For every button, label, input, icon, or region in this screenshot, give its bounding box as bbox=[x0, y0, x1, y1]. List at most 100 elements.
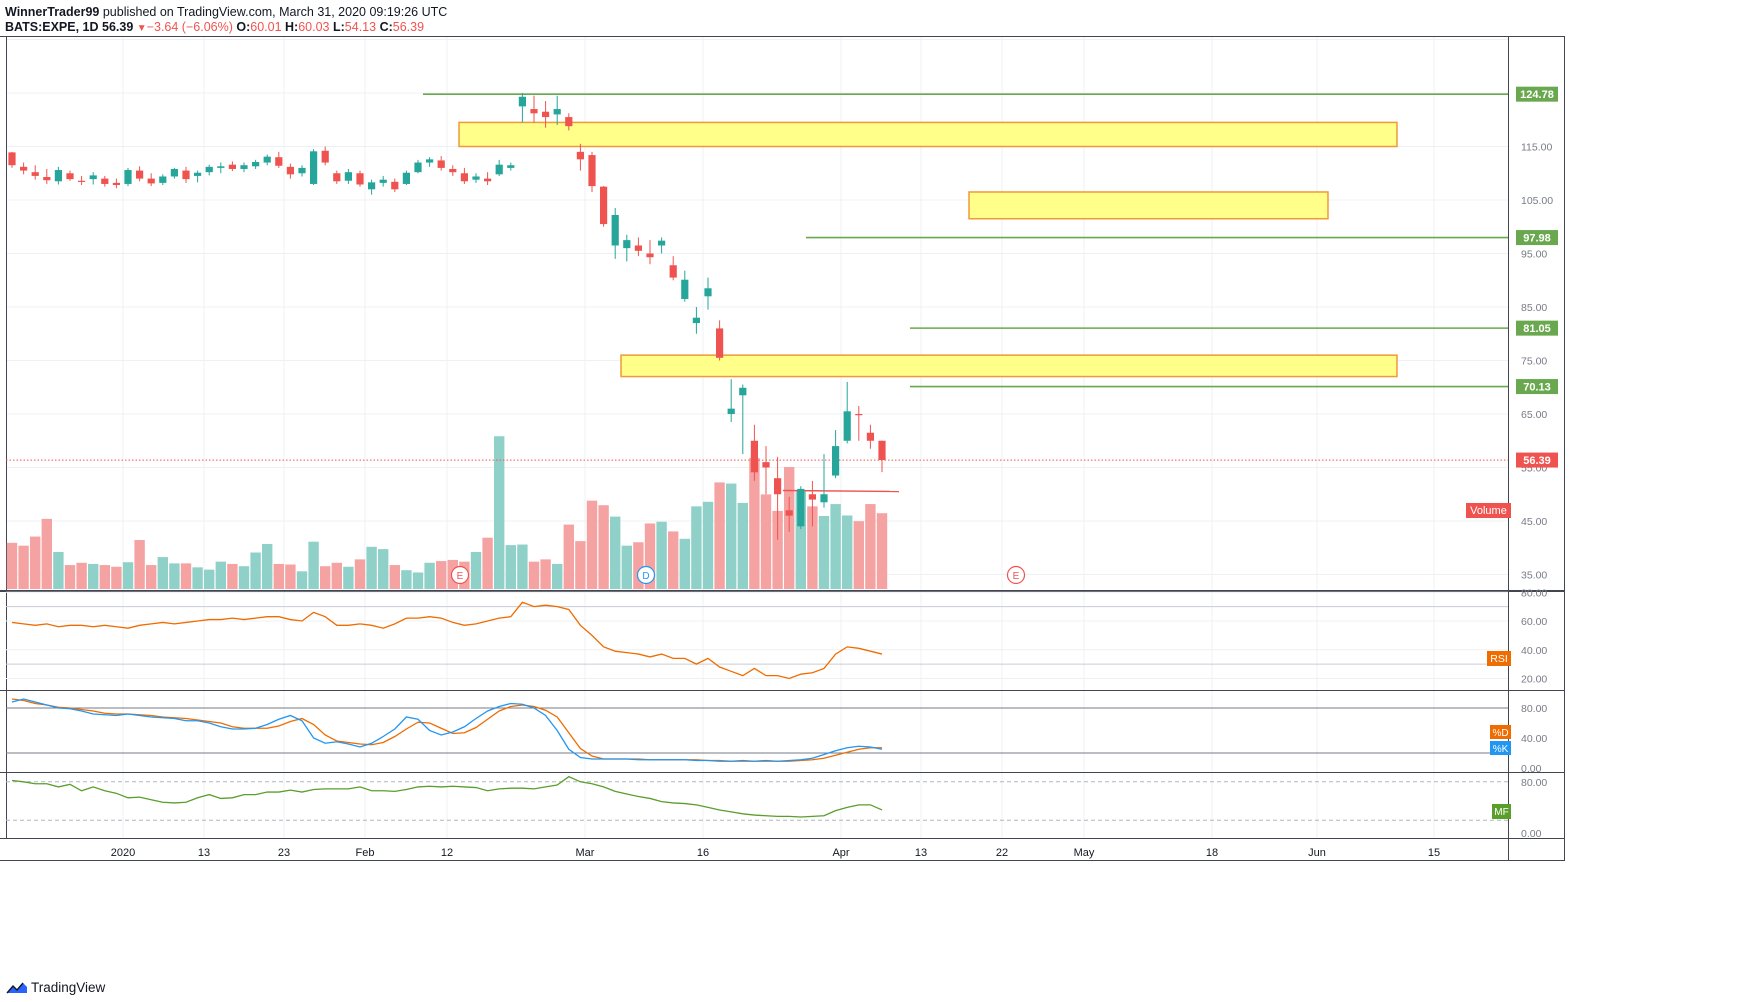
candlestick[interactable] bbox=[750, 424, 758, 481]
candlestick[interactable] bbox=[217, 162, 225, 174]
candlestick[interactable] bbox=[449, 165, 457, 176]
candlestick[interactable] bbox=[565, 113, 573, 131]
candlestick[interactable] bbox=[66, 170, 74, 181]
candlestick[interactable] bbox=[739, 384, 747, 455]
candlestick[interactable] bbox=[252, 159, 260, 169]
candle-body bbox=[54, 170, 62, 182]
volume-bar bbox=[262, 543, 273, 589]
candlestick[interactable] bbox=[866, 424, 874, 449]
candlestick[interactable] bbox=[20, 162, 28, 175]
candlestick[interactable] bbox=[391, 178, 399, 192]
candlestick[interactable] bbox=[194, 170, 202, 183]
candlestick[interactable] bbox=[774, 456, 782, 540]
candlestick[interactable] bbox=[507, 162, 515, 171]
candlestick[interactable] bbox=[553, 95, 561, 126]
candlestick[interactable] bbox=[692, 307, 700, 334]
candlestick[interactable] bbox=[31, 165, 39, 180]
candlestick[interactable] bbox=[159, 174, 167, 186]
candlestick[interactable] bbox=[762, 446, 770, 495]
candlestick[interactable] bbox=[727, 379, 735, 423]
candle-body bbox=[530, 109, 538, 114]
candlestick[interactable] bbox=[878, 440, 886, 473]
candlestick[interactable] bbox=[8, 151, 16, 168]
candlestick[interactable] bbox=[646, 240, 654, 265]
tradingview-logo[interactable]: TradingView bbox=[6, 980, 105, 995]
volume-badge[interactable]: Volume bbox=[1466, 503, 1511, 518]
symbol-label[interactable]: BATS:EXPE, 1D bbox=[5, 20, 99, 34]
candlestick[interactable] bbox=[379, 175, 387, 187]
candlestick[interactable] bbox=[855, 405, 863, 441]
candlestick[interactable] bbox=[611, 208, 619, 259]
candlestick[interactable] bbox=[182, 166, 190, 183]
candlestick[interactable] bbox=[240, 162, 248, 173]
candlestick[interactable] bbox=[170, 167, 178, 179]
candlestick[interactable] bbox=[356, 170, 364, 187]
volume-bar bbox=[540, 559, 551, 589]
candlestick[interactable] bbox=[460, 167, 468, 184]
resistance-zone[interactable] bbox=[968, 191, 1329, 220]
chart-canvas[interactable]: E D E 35.0045.0055.0065.0075.0085.0095.0010… bbox=[0, 0, 1754, 972]
candlestick[interactable] bbox=[263, 154, 271, 166]
candlestick[interactable] bbox=[414, 159, 422, 174]
candlestick[interactable] bbox=[402, 170, 410, 186]
candle-body bbox=[31, 172, 39, 176]
candlestick[interactable] bbox=[298, 165, 306, 177]
candlestick[interactable] bbox=[286, 163, 294, 179]
candlestick[interactable] bbox=[228, 161, 236, 172]
candlestick[interactable] bbox=[472, 173, 480, 183]
candlestick[interactable] bbox=[588, 151, 596, 192]
candlestick[interactable] bbox=[669, 256, 677, 281]
mf-line[interactable] bbox=[11, 775, 883, 818]
candlestick[interactable] bbox=[495, 159, 503, 176]
candlestick[interactable] bbox=[484, 172, 492, 186]
candlestick[interactable] bbox=[797, 486, 805, 530]
candlestick[interactable] bbox=[54, 166, 62, 185]
candlestick[interactable] bbox=[518, 93, 526, 123]
volume-bar bbox=[180, 563, 192, 589]
candlestick[interactable] bbox=[112, 178, 120, 189]
candlestick[interactable] bbox=[820, 454, 828, 508]
price-tick-label: 95.00 bbox=[1521, 249, 1547, 261]
candlestick[interactable] bbox=[658, 237, 666, 254]
event-marker[interactable]: E bbox=[450, 565, 470, 585]
candlestick[interactable] bbox=[344, 168, 352, 184]
rsi-line[interactable] bbox=[11, 601, 883, 680]
volume-bar bbox=[88, 563, 99, 589]
publisher-name[interactable]: WinnerTrader99 bbox=[5, 5, 100, 19]
candlestick[interactable] bbox=[681, 270, 689, 302]
candlestick[interactable] bbox=[78, 175, 86, 186]
candlestick[interactable] bbox=[600, 186, 608, 227]
candlestick[interactable] bbox=[832, 430, 840, 479]
candlestick[interactable] bbox=[310, 149, 318, 186]
candlestick[interactable] bbox=[530, 95, 538, 123]
candlestick[interactable] bbox=[843, 381, 851, 444]
resistance-zone[interactable] bbox=[458, 121, 1398, 148]
candlestick[interactable] bbox=[576, 143, 584, 171]
candlestick[interactable] bbox=[634, 237, 642, 257]
candlestick[interactable] bbox=[147, 173, 155, 187]
candlestick[interactable] bbox=[808, 480, 816, 527]
candlestick[interactable] bbox=[124, 167, 132, 187]
candlestick[interactable] bbox=[89, 172, 97, 185]
candlestick[interactable] bbox=[437, 156, 445, 171]
candlestick[interactable] bbox=[716, 320, 724, 361]
event-marker[interactable]: E bbox=[1006, 565, 1026, 585]
candlestick[interactable] bbox=[368, 179, 376, 195]
candlestick[interactable] bbox=[43, 168, 51, 184]
candlestick[interactable] bbox=[101, 175, 109, 187]
candlestick[interactable] bbox=[542, 101, 550, 128]
candlestick[interactable] bbox=[704, 277, 712, 310]
candlestick[interactable] bbox=[785, 496, 793, 532]
stoch-k-line[interactable] bbox=[11, 698, 883, 762]
candlestick[interactable] bbox=[136, 166, 144, 182]
candlestick[interactable] bbox=[623, 234, 631, 262]
candlestick[interactable] bbox=[333, 170, 341, 184]
candlestick[interactable] bbox=[205, 164, 213, 176]
level-badge-text: 70.13 bbox=[1523, 382, 1551, 394]
event-marker[interactable]: D bbox=[636, 565, 656, 585]
candlestick[interactable] bbox=[275, 151, 283, 168]
resistance-zone[interactable] bbox=[620, 354, 1398, 378]
candlestick[interactable] bbox=[321, 146, 329, 166]
candlestick[interactable] bbox=[426, 157, 434, 167]
candle-body bbox=[878, 440, 886, 461]
